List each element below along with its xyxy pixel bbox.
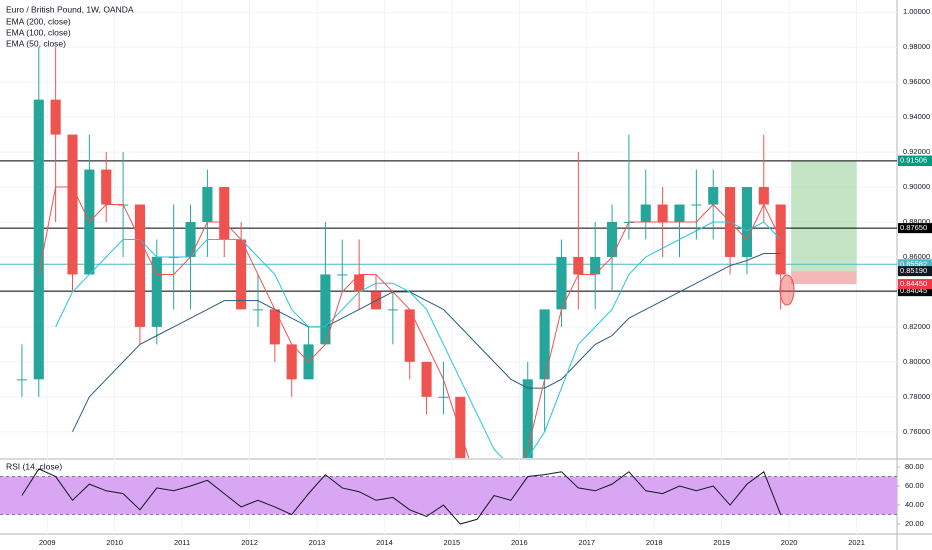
price-label-bg (898, 286, 932, 297)
candle-body (387, 309, 398, 311)
candle-body (657, 204, 668, 223)
legend-entry: EMA (50, close) (6, 38, 66, 48)
chart-title: Euro / British Pound, 1W, OANDA (6, 4, 134, 14)
x-tick-label: 2009 (39, 538, 56, 547)
y-tick-label: 0.76000 (903, 427, 930, 436)
y-tick-label: 1.00000 (903, 7, 930, 16)
candle-body (286, 344, 297, 380)
price-label: 0.84450 (900, 279, 927, 288)
candle-body (590, 256, 601, 275)
candle-body (741, 187, 752, 257)
candle-body (404, 309, 415, 362)
x-tick-label: 2012 (241, 538, 258, 547)
rsi-tick-label: 20.00 (905, 519, 924, 528)
price-label-bg (898, 259, 932, 270)
candle-body (606, 222, 618, 257)
price-label: 0.87650 (900, 223, 927, 232)
candle-body (758, 187, 769, 205)
target-zone (791, 160, 857, 272)
candle-body (438, 396, 449, 398)
y-tick-label: 0.90000 (903, 182, 930, 191)
candle-body (674, 204, 685, 223)
price-label: 0.84045 (900, 286, 927, 295)
rsi-tick-label: 80.00 (905, 462, 924, 471)
x-tick-label: 2020 (781, 538, 798, 547)
candle-body (539, 309, 550, 380)
rsi-legend: RSI (14, close) (6, 461, 62, 471)
ema-line (72, 252, 781, 432)
candle-body (185, 222, 196, 257)
candle-body (354, 274, 365, 292)
price-label-bg (898, 279, 932, 290)
y-tick-label: 0.92000 (903, 147, 930, 156)
y-tick-label: 0.94000 (903, 112, 930, 121)
candle-body (16, 379, 27, 381)
ema-line (38, 186, 782, 458)
candle-body (573, 256, 584, 275)
y-tick-label: 0.86000 (903, 252, 930, 261)
x-tick-label: 2014 (376, 538, 393, 547)
ema-line (55, 221, 782, 458)
candle-body (252, 309, 264, 311)
y-tick-label: 0.82000 (903, 322, 930, 331)
candle-body (320, 274, 331, 345)
y-tick-label: 0.98000 (903, 42, 930, 51)
y-tick-label: 0.96000 (903, 77, 930, 86)
x-tick-label: 2021 (848, 538, 865, 547)
rsi-band (0, 476, 897, 515)
candle-body (50, 99, 61, 135)
x-tick-label: 2015 (444, 538, 461, 547)
candle-body (691, 204, 702, 206)
x-tick-label: 2016 (511, 538, 528, 547)
highlight-ellipse (779, 274, 795, 306)
candle-body (337, 274, 348, 276)
candle-body (134, 204, 146, 327)
price-label-bg (898, 266, 932, 277)
price-label: 0.85190 (900, 266, 927, 275)
y-tick-label: 0.78000 (903, 392, 930, 401)
candle-body (556, 256, 567, 310)
x-tick-label: 2018 (646, 538, 663, 547)
legend-entry: EMA (200, close) (6, 16, 71, 26)
y-tick-label: 0.88000 (903, 217, 930, 226)
candle-body (455, 396, 466, 458)
rsi-line (21, 468, 782, 525)
candle-body (708, 187, 719, 205)
main-pane (0, 47, 897, 458)
stop-zone (791, 271, 857, 285)
price-label-bg (898, 155, 932, 166)
candle-body (219, 187, 230, 240)
rsi-pane (0, 468, 897, 525)
y-tick-label: 0.80000 (903, 357, 930, 366)
price-label: 0.91506 (900, 156, 927, 165)
candle-body (202, 187, 213, 223)
x-tick-label: 2013 (309, 538, 326, 547)
candle-body (151, 256, 162, 327)
legend-entry: EMA (100, close) (6, 27, 71, 37)
price-label-bg (898, 223, 932, 234)
axes: 2009 2010 2011 2012 2013 2014 2015 2016 2017 2018… (39, 7, 932, 547)
candle-body (640, 204, 651, 223)
candle-body (101, 169, 112, 205)
x-tick-label: 2011 (174, 538, 190, 547)
candle-body (269, 309, 280, 345)
price-label: 0.85582 (900, 259, 927, 268)
rsi-tick-label: 40.00 (905, 500, 924, 509)
x-tick-label: 2010 (106, 538, 123, 547)
rsi-tick-label: 60.00 (905, 481, 924, 490)
candle-body (421, 361, 432, 397)
x-tick-label: 2017 (578, 538, 595, 547)
candle-body (522, 379, 533, 458)
x-tick-label: 2019 (713, 538, 730, 547)
candle-body (33, 99, 44, 380)
candle-body (67, 134, 78, 275)
candle-body (236, 239, 247, 310)
